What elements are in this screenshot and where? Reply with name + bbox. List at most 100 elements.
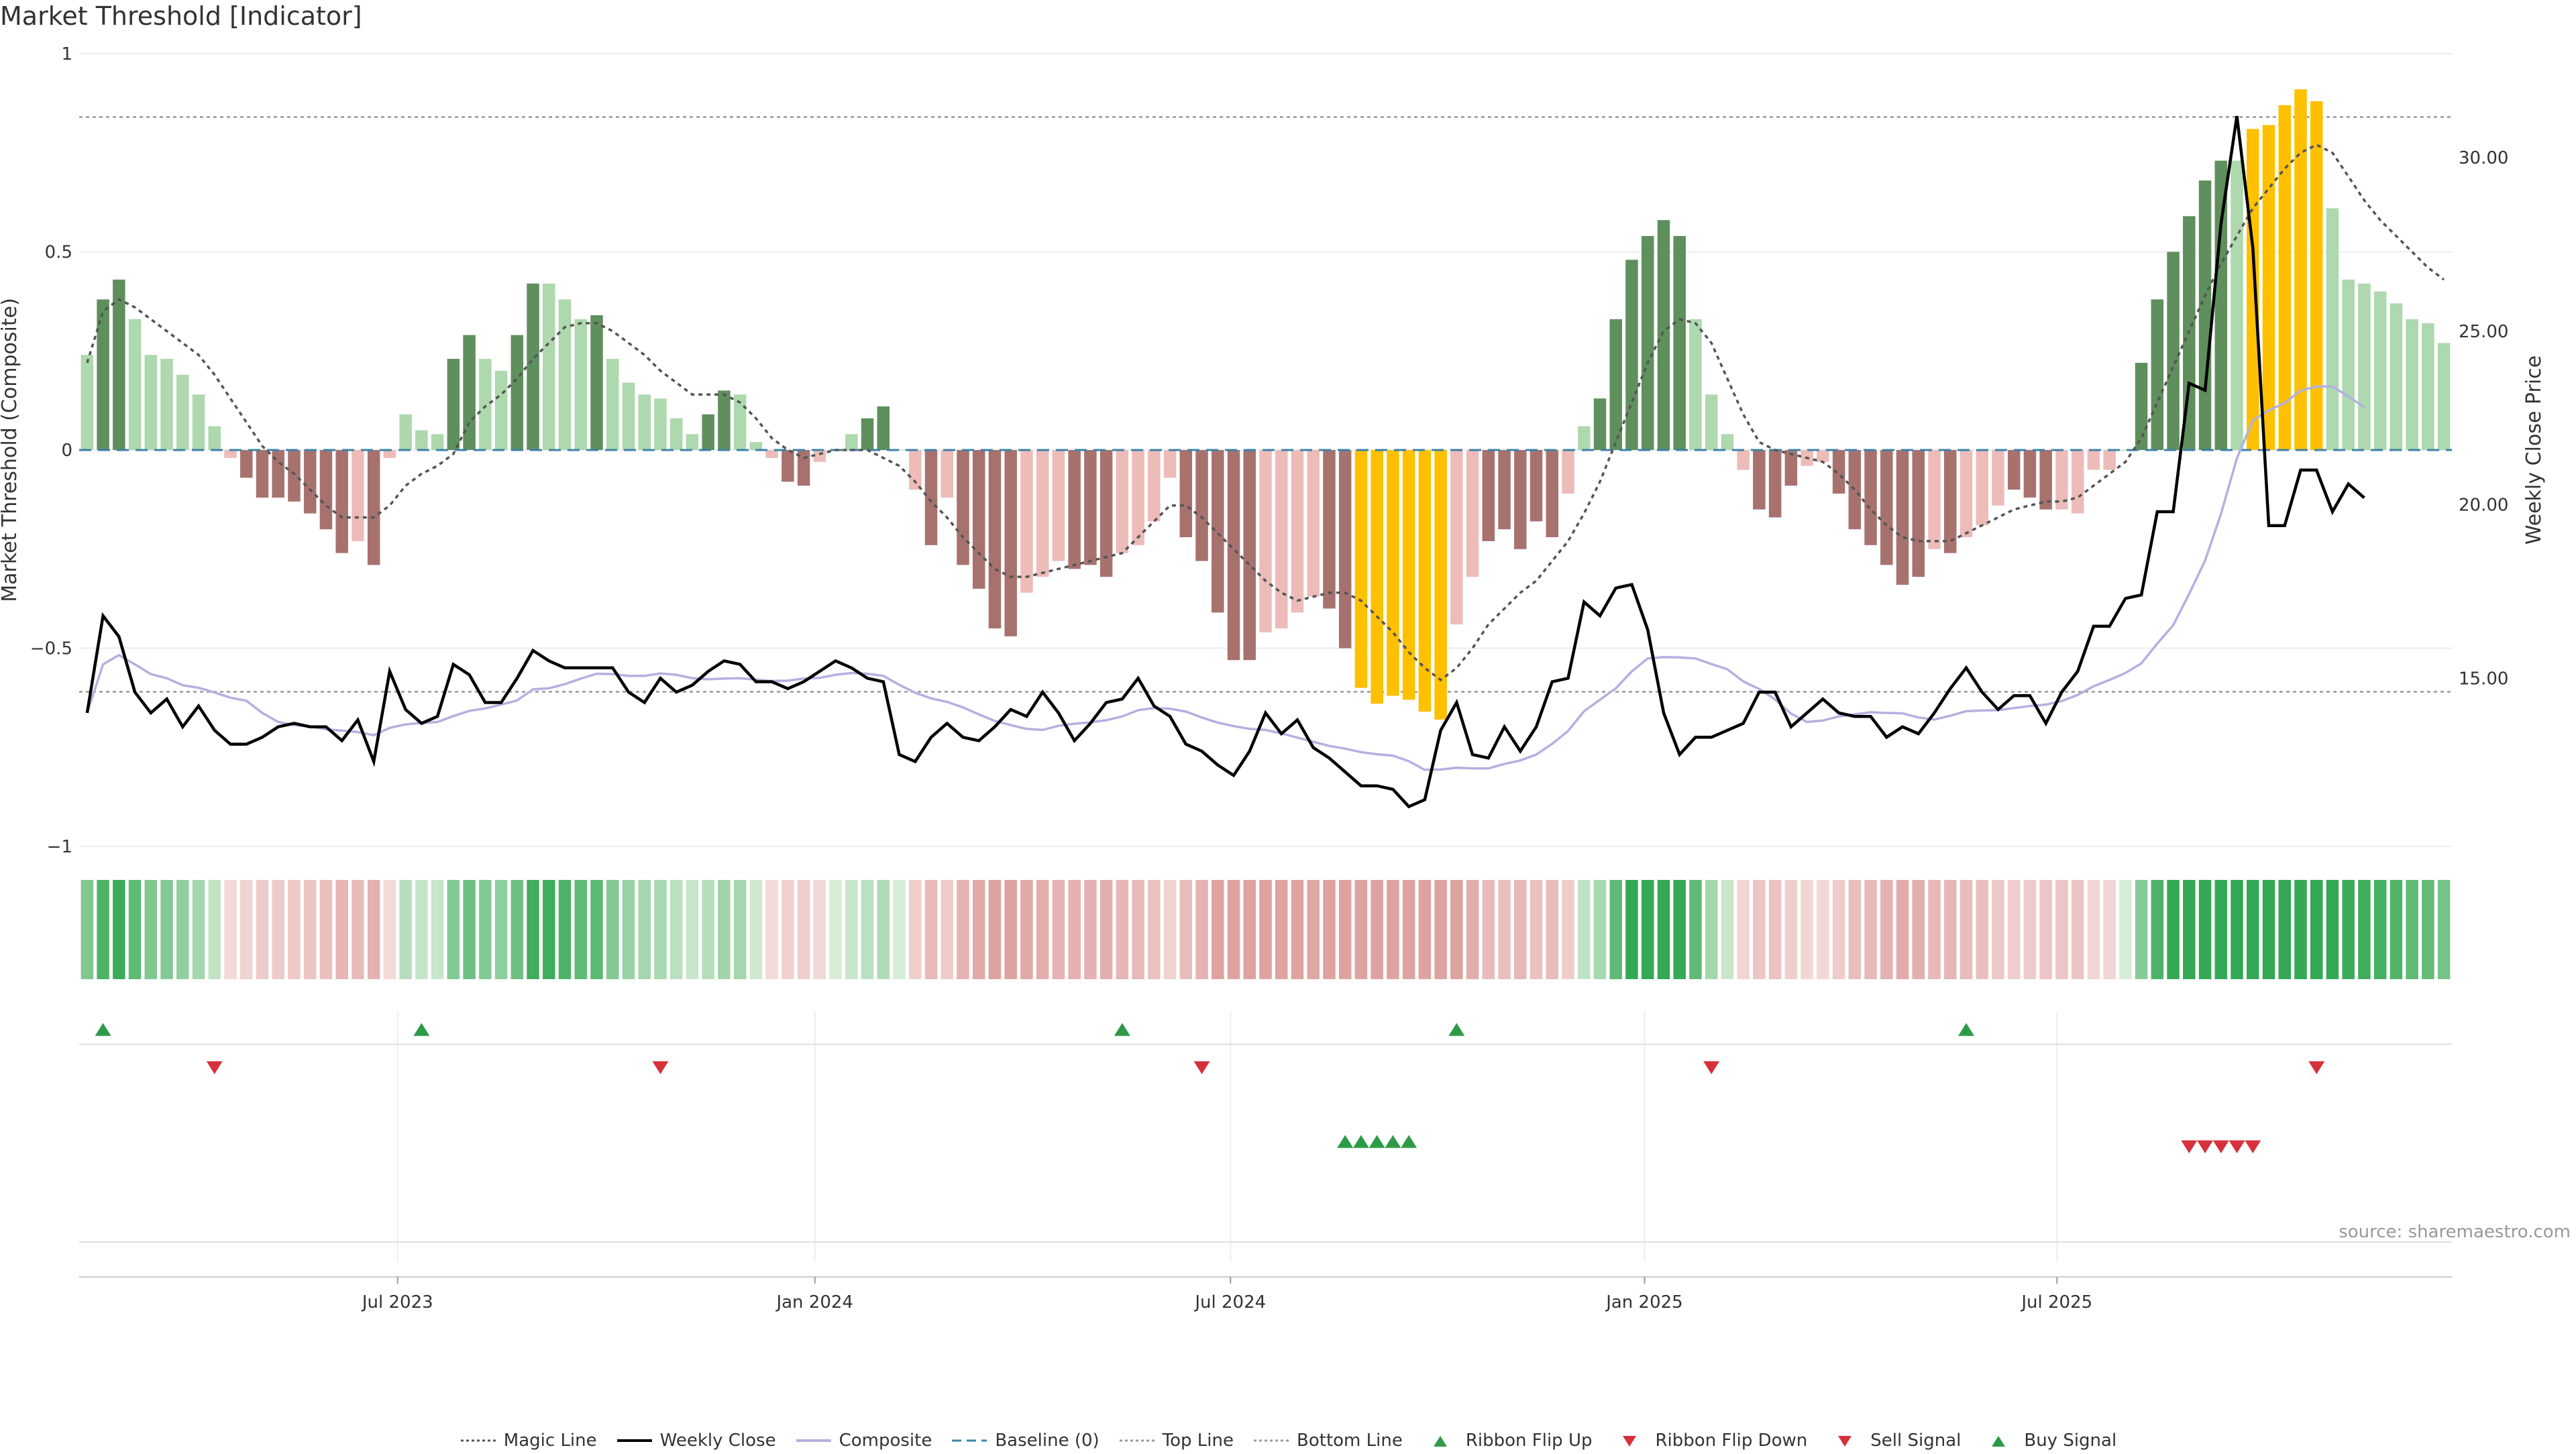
composite-bar	[782, 450, 794, 482]
ribbon-cell	[2167, 880, 2180, 979]
sell-signal-marker	[2181, 1140, 2198, 1154]
ribbon-cell	[97, 880, 109, 979]
ribbon-cell	[702, 880, 714, 979]
composite-bar	[2087, 450, 2100, 470]
ribbon-cell	[782, 880, 794, 979]
y-tick-label: 0	[61, 441, 72, 461]
composite-bar	[877, 406, 890, 450]
ribbon-cell	[256, 880, 269, 979]
ribbon-cell	[1657, 880, 1670, 979]
ribbon-cell	[1721, 880, 1734, 979]
ribbon-cell	[2103, 880, 2116, 979]
composite-bar	[1307, 450, 1320, 597]
legend-item: Sell Signal	[1826, 1431, 1961, 1451]
composite-bar	[1163, 450, 1177, 478]
ribbon-cell	[654, 880, 667, 979]
composite-bar	[2055, 450, 2068, 510]
ribbon-cell	[2437, 880, 2451, 979]
legend-label: Baseline (0)	[995, 1431, 1099, 1451]
composite-bar	[924, 450, 938, 545]
ribbon-cell	[511, 880, 524, 979]
legend-swatch	[1254, 1439, 1289, 1442]
ribbon-cell	[1434, 880, 1447, 979]
ribbon-flip-down-marker	[2308, 1061, 2325, 1074]
ribbon-cell	[1817, 880, 1829, 979]
composite-bar	[511, 335, 524, 450]
composite-bar	[1004, 450, 1017, 636]
composite-bar	[1625, 260, 1638, 450]
composite-bar	[2007, 450, 2021, 490]
ribbon-cell	[718, 880, 731, 979]
composite-bar	[1036, 450, 1049, 577]
composite-bar	[1227, 450, 1240, 661]
ribbon-cell	[1529, 880, 1543, 979]
ribbon-cell	[415, 880, 428, 979]
ribbon-cell	[2055, 880, 2068, 979]
legend-label: Ribbon Flip Up	[1465, 1431, 1593, 1451]
ribbon-cell	[1784, 880, 1798, 979]
ribbon-cell	[383, 880, 396, 979]
composite-bar	[1434, 450, 1447, 720]
ribbon-cell	[113, 880, 125, 979]
composite-bar	[494, 370, 508, 450]
composite-bar	[1338, 450, 1352, 649]
ribbon-cell	[1163, 880, 1177, 979]
ribbon-flip-up-marker	[1114, 1023, 1130, 1036]
ribbon-cell	[845, 880, 858, 979]
ribbon-cell	[1036, 880, 1049, 979]
ribbon-cell	[2342, 880, 2355, 979]
composite-bar	[2103, 450, 2116, 470]
composite-bar	[224, 450, 237, 458]
ribbon-cell	[1864, 880, 1877, 979]
composite-bar	[590, 315, 603, 450]
ribbon-flip-down-marker	[652, 1061, 669, 1074]
ribbon-cell	[558, 880, 572, 979]
ribbon-cell	[1084, 880, 1097, 979]
x-tick-label: Jan 2025	[1605, 1292, 1683, 1312]
composite-bar	[861, 418, 874, 450]
composite-bar	[208, 426, 221, 450]
buy-signal-marker	[1401, 1135, 1417, 1148]
composite-bar	[957, 450, 969, 565]
composite-bar	[1275, 450, 1288, 628]
ribbon-cell	[1641, 880, 1654, 979]
composite-bar	[1052, 450, 1065, 561]
composite-bar	[1354, 450, 1368, 688]
y-tick-label: 1	[61, 44, 72, 64]
composite-bar	[1132, 450, 1144, 545]
ribbon-cell	[1291, 880, 1304, 979]
ribbon-cell	[1068, 880, 1081, 979]
legend-label: Sell Signal	[1870, 1431, 1962, 1451]
ribbon-cell	[2023, 880, 2037, 979]
ribbon-cell	[1212, 880, 1224, 979]
composite-bar	[319, 450, 333, 530]
ribbon-cell	[2135, 880, 2148, 979]
composite-bar	[1179, 450, 1193, 538]
legend-swatch	[796, 1439, 831, 1442]
ribbon-cell	[2007, 880, 2021, 979]
ribbon-flip-down-marker	[1193, 1061, 1210, 1074]
ribbon-cell	[2406, 880, 2418, 979]
legend: Magic Line Weekly Close Composite Baseline …	[0, 1427, 2576, 1454]
x-tick-label: Jul 2025	[2020, 1292, 2092, 1312]
ribbon-cell	[1801, 880, 1813, 979]
ribbon-cell	[335, 880, 348, 979]
ribbon-cell	[1099, 880, 1113, 979]
ribbon-cell	[447, 880, 460, 979]
legend-item: Magic Line	[460, 1431, 597, 1451]
composite-bar	[622, 382, 635, 450]
ribbon-cell	[239, 880, 253, 979]
ribbon-cell	[1960, 880, 1973, 979]
ribbon-cell	[1912, 880, 1925, 979]
legend-item: Buy Signal	[1980, 1431, 2116, 1451]
ribbon-cell	[128, 880, 142, 979]
ribbon-cell	[1705, 880, 1718, 979]
composite-bar	[686, 434, 699, 450]
composite-bar	[352, 450, 364, 541]
ribbon-cell	[463, 880, 476, 979]
composite-bar	[1753, 450, 1766, 510]
ribbon-cell	[1450, 880, 1463, 979]
ribbon-cell	[1673, 880, 1686, 979]
composite-bar	[2214, 160, 2228, 450]
ribbon-cell	[1832, 880, 1845, 979]
